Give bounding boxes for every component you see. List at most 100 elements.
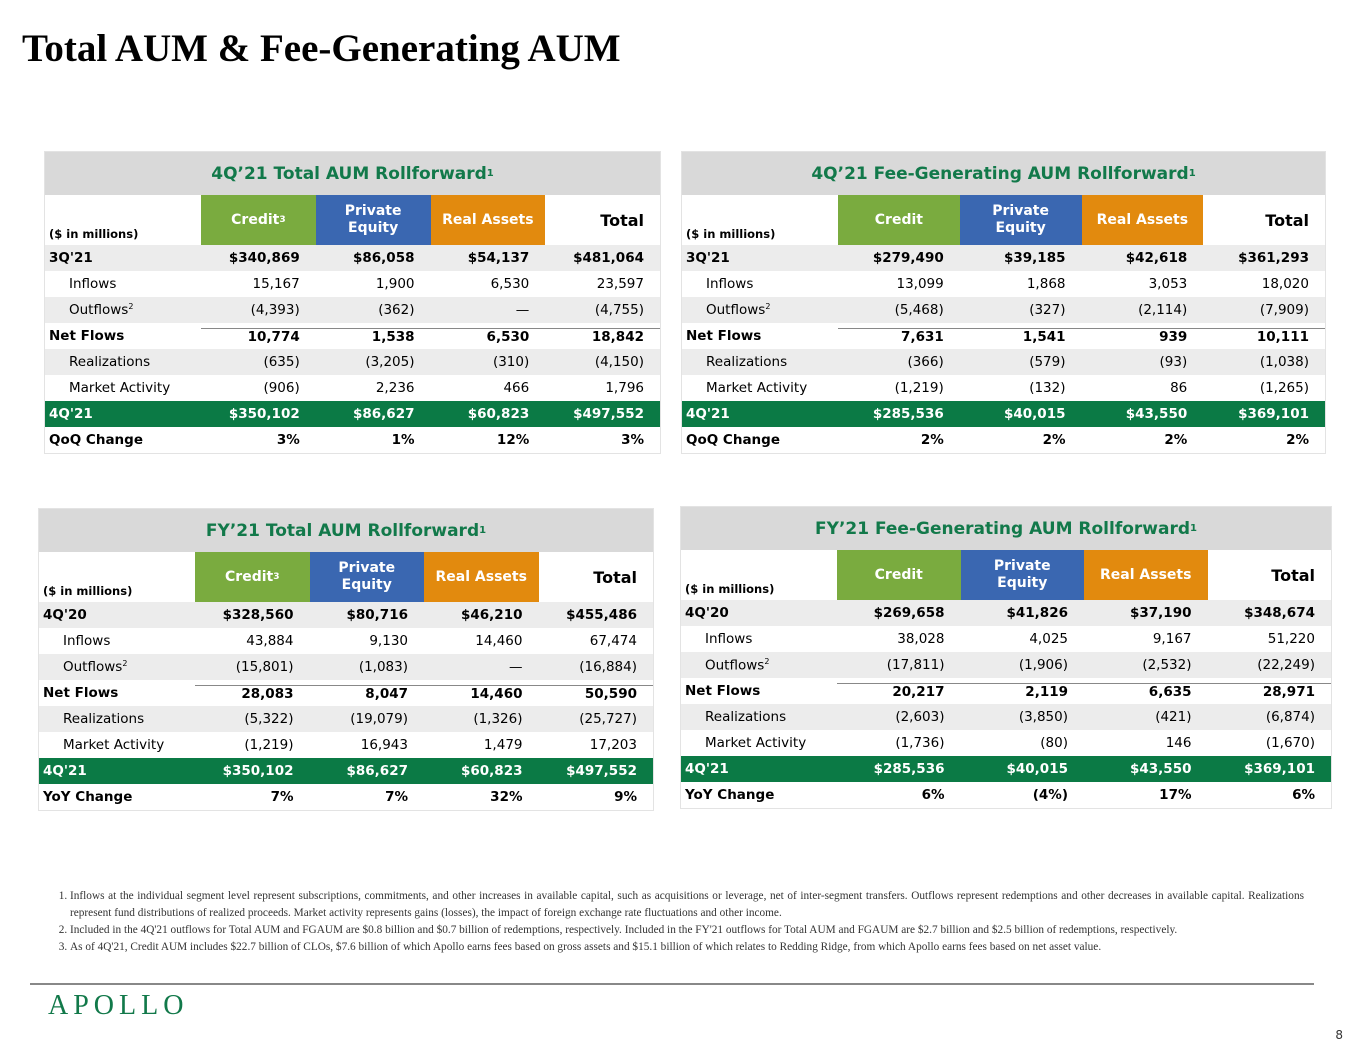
- cell: $497,552: [566, 763, 637, 779]
- column-header-row: ($ in millions) Credit Private Equity Real …: [682, 195, 1325, 245]
- row-label: Net Flows: [45, 328, 201, 344]
- cell: 1,900: [375, 276, 415, 292]
- cell: 15,167: [252, 276, 300, 292]
- column-label: Private Equity: [992, 203, 1049, 236]
- table-4q21-fee-generating-aum: 4Q’21 Fee-Generating AUM Rollforward 1 ($ …: [681, 151, 1326, 454]
- cell: $86,627: [346, 763, 409, 779]
- cell: 146: [1165, 735, 1192, 751]
- table-row: Inflows 15,167 1,900 6,530 23,597: [45, 271, 660, 297]
- cell: $497,552: [573, 406, 644, 422]
- column-label: Real Assets: [1096, 211, 1189, 228]
- cell: 9,167: [1152, 631, 1192, 647]
- apollo-logo: APOLLO: [48, 990, 189, 1021]
- cell: $86,058: [353, 250, 415, 266]
- cell: 28,083: [195, 684, 310, 702]
- row-label-text: YoY Change: [685, 787, 775, 803]
- row-label: Market Activity: [681, 735, 837, 751]
- unit-label: ($ in millions): [686, 227, 776, 241]
- table-title-text: FY’21 Total AUM Rollforward: [205, 520, 480, 541]
- cell: 12%: [496, 432, 530, 448]
- cell: 9%: [614, 789, 637, 805]
- row-label: 4Q'20: [681, 605, 837, 621]
- footnote-ref: 1: [1190, 523, 1197, 534]
- row-label-text: Net Flows: [49, 328, 125, 344]
- footnote-ref: 2: [764, 656, 770, 666]
- column-header: Credit 3: [201, 195, 316, 245]
- cell: 1%: [391, 432, 415, 448]
- row-label-text: 4Q'21: [43, 763, 87, 779]
- cell: $40,015: [1006, 761, 1069, 777]
- cell: 18,020: [1261, 276, 1309, 292]
- table-title-text: FY’21 Fee-Generating AUM Rollforward: [815, 518, 1191, 539]
- cell: 1,479: [483, 737, 523, 753]
- cell: (362): [378, 302, 415, 318]
- cell: 13,099: [896, 276, 944, 292]
- cell: —: [509, 659, 523, 675]
- table-row: Inflows 38,028 4,025 9,167 51,220: [681, 626, 1331, 652]
- column-header: Total: [545, 195, 660, 245]
- unit-label: ($ in millions): [43, 584, 133, 598]
- cell: 4,025: [1029, 631, 1068, 647]
- cell: 20,217: [837, 682, 961, 700]
- cell: (93): [1159, 354, 1188, 370]
- cell: $328,560: [222, 607, 294, 623]
- cell: $348,674: [1244, 605, 1315, 621]
- cell: (15,801): [235, 659, 294, 675]
- cell: 51,220: [1267, 631, 1315, 647]
- column-label: Real Assets: [1100, 566, 1192, 583]
- cell: $285,536: [873, 761, 945, 777]
- cell: $39,185: [1004, 250, 1066, 266]
- column-label: Real Assets: [442, 211, 534, 228]
- table-title-text: 4Q’21 Fee-Generating AUM Rollforward: [811, 163, 1189, 184]
- row-label: 4Q'21: [45, 406, 201, 422]
- cell: (327): [1029, 302, 1066, 318]
- table-row: QoQ Change 3% 1% 12% 3%: [45, 427, 660, 453]
- cell: $43,550: [1130, 761, 1192, 777]
- table-row: Market Activity (1,219) (132) 86 (1,265): [682, 375, 1325, 401]
- table-title: 4Q’21 Total AUM Rollforward 1: [45, 152, 660, 195]
- table-row: 4Q'21 $285,536 $40,015 $43,550 $369,101: [682, 401, 1325, 427]
- cell: $269,658: [873, 605, 945, 621]
- cell: $40,015: [1004, 406, 1066, 422]
- column-header: Total: [539, 552, 654, 602]
- row-label: Outflows2: [681, 657, 837, 674]
- table-row: Outflows2 (4,393) (362) — (4,755): [45, 297, 660, 323]
- cell: 7%: [385, 789, 408, 805]
- column-label: Private Equity: [338, 560, 396, 593]
- cell: $369,101: [1244, 761, 1315, 777]
- footnote-2: Included in the 4Q'21 outflows for Total…: [70, 922, 1304, 939]
- cell: (4,755): [594, 302, 644, 318]
- table-fy21-total-aum: FY’21 Total AUM Rollforward 1 ($ in millio…: [38, 508, 654, 811]
- cell: 3%: [276, 432, 300, 448]
- cell: $455,486: [566, 607, 637, 623]
- column-label: Total: [1265, 210, 1309, 230]
- cell: 28,971: [1207, 682, 1331, 700]
- table-row: 4Q'20 $269,658 $41,826 $37,190 $348,674: [681, 600, 1331, 626]
- table-row: 4Q'21 $285,536 $40,015 $43,550 $369,101: [681, 756, 1331, 782]
- table-row: YoY Change 7% 7% 32% 9%: [39, 784, 653, 810]
- column-header: Real Assets: [1081, 195, 1204, 245]
- row-label: Outflows2: [39, 659, 195, 676]
- row-label: Realizations: [682, 354, 838, 370]
- cell: (1,670): [1265, 735, 1315, 751]
- cell: (3,850): [1018, 709, 1068, 725]
- cell: $350,102: [228, 406, 300, 422]
- cell: (4%): [1032, 787, 1068, 803]
- table-row: Net Flows 7,631 1,541 939 10,111: [682, 323, 1325, 349]
- table-row: Market Activity (1,736) (80) 146 (1,670): [681, 730, 1331, 756]
- row-label-text: Market Activity: [69, 380, 171, 396]
- row-label-text: QoQ Change: [686, 432, 780, 448]
- cell: 86: [1170, 380, 1188, 396]
- cell: $350,102: [222, 763, 294, 779]
- cell: $60,823: [467, 406, 530, 422]
- table-row: Realizations (635) (3,205) (310) (4,150): [45, 349, 660, 375]
- row-label-text: Market Activity: [706, 380, 808, 396]
- cell: (25,727): [579, 711, 637, 727]
- cell: 50,590: [538, 684, 653, 702]
- cell: 1,538: [315, 327, 431, 345]
- table-row: Outflows2 (17,811) (1,906) (2,532) (22,249): [681, 652, 1331, 678]
- cell: (6,874): [1265, 709, 1315, 725]
- cell: (3,205): [365, 354, 415, 370]
- row-label-text: 4Q'20: [685, 605, 729, 621]
- cell: (19,079): [350, 711, 408, 727]
